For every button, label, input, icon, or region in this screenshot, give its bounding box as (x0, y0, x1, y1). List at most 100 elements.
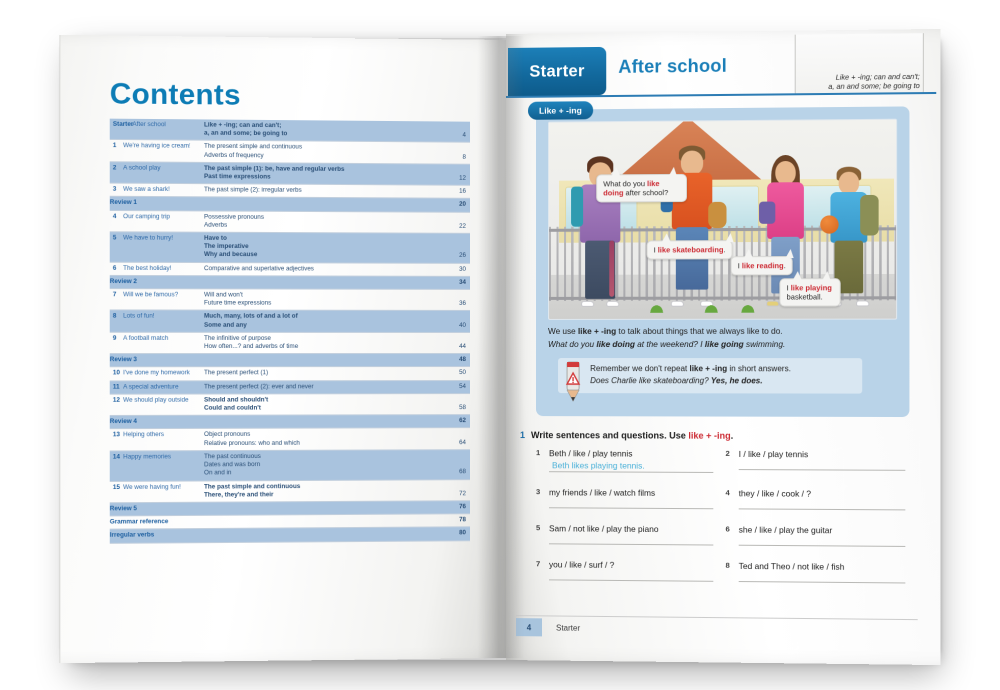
toc-page-number: 12 (459, 174, 466, 182)
page-footer: 4 Starter (506, 618, 932, 641)
toc-unit-title: Happy memories (123, 453, 172, 461)
toc-unit-title: We were having fun! (123, 483, 181, 491)
exercise-item-prompt: they / like / cook / ? (738, 488, 812, 499)
toc-grammar: Should and shouldn't Could and couldn't (204, 396, 444, 413)
toc-grammar (154, 530, 444, 540)
remember-text: Remember we don't repeat (590, 364, 690, 374)
toc-unit-title: Review 1 (109, 199, 137, 207)
bubble-highlight: like (647, 178, 660, 188)
remember-bold: like + -ing (689, 364, 728, 374)
exercise-item-number: 2 (725, 448, 730, 458)
toc-grammar (137, 278, 444, 287)
toc-row[interactable]: 14 Happy memories The past continuous Dates… (109, 450, 471, 482)
remember-line-1: Remember we don't repeat like + -ing in … (590, 363, 856, 376)
toc-unit-title: We're having ice cream! (123, 142, 191, 151)
exercise-answer-line[interactable] (738, 581, 906, 584)
toc-row[interactable]: 12 We should play outside Should and shoul… (109, 393, 471, 417)
toc-grammar (137, 503, 444, 513)
toc-grammar (137, 417, 444, 426)
toc-row[interactable]: Review 2 34 (109, 275, 471, 290)
toc-grammar: The present perfect (1) (204, 370, 444, 378)
toc-row[interactable]: Irregular verbs 80 (109, 527, 471, 544)
toc-row[interactable]: 8 Lots of fun! Much, many, lots of and a l… (109, 310, 471, 333)
toc-grammar-line: Much, many, lots of and a lot of (204, 313, 298, 321)
toc-grammar: Possessive pronouns Adverbs (204, 213, 444, 231)
unit-tab-label: Starter (529, 61, 585, 81)
toc-row[interactable]: 1 We're having ice cream! The present simp… (109, 140, 471, 165)
exercise-item[interactable]: 7 you / like / surf / ? (536, 559, 725, 582)
toc-row[interactable]: Starter After school Like + -ing; can and … (109, 118, 471, 144)
exercise-item-prompt: you / like / surf / ? (549, 559, 615, 570)
toc-row[interactable]: 7 Will we be famous? Will and won't Future … (109, 289, 471, 312)
exercise-answer-line[interactable] (738, 508, 906, 511)
grammar-summary-line-2: a, an and some; be going to (828, 80, 920, 91)
toc-grammar-line: There, they're and their (204, 490, 274, 499)
exercise-answer-line[interactable] (549, 543, 714, 546)
speech-bubble-question: What do you like doing after school? (596, 167, 687, 203)
explanation-text: We use (548, 326, 578, 336)
exercise-item-number: 5 (535, 523, 541, 533)
exercise-item[interactable]: 1 Beth / like / play tennis Beth likes pla… (536, 448, 725, 473)
toc-unit-title: Will we be famous? (123, 291, 179, 299)
exercise-item-answer[interactable]: Beth likes playing tennis. (552, 460, 645, 471)
toc-unit-number: 11 (112, 383, 120, 391)
toc-row[interactable]: 11 A special adventure The present perfect… (109, 380, 471, 395)
toc-grammar-line: The past simple (2): irregular verbs (204, 186, 302, 195)
toc-unit-number: 5 (112, 234, 117, 242)
toc-row[interactable]: 5 We have to hurry! Have to The imperative W… (109, 232, 471, 264)
toc-unit-title: The best holiday! (123, 264, 172, 272)
toc-grammar: The present simple and continuous Adverbs… (204, 143, 444, 161)
explanation-bold: like doing (596, 339, 635, 349)
exercise-item[interactable]: 4 they / like / cook / ? (725, 488, 917, 511)
toc-grammar-line: a, an and some; be going to (204, 129, 288, 138)
exercise-answer-line[interactable] (738, 544, 906, 547)
exercise-item[interactable]: 3 my friends / like / watch films (536, 487, 725, 510)
toc-row[interactable]: 2 A school play The past simple (1): be, h… (109, 162, 471, 186)
toc-row[interactable]: Review 4 62 (109, 415, 471, 430)
toc-grammar: Object pronouns Relative pronouns: who an… (204, 431, 444, 448)
toc-grammar: The past continuous Dates and was born On … (204, 452, 444, 478)
exercise-answer-line[interactable] (549, 579, 714, 582)
toc-row[interactable]: 13 Helping others Object pronouns Relative … (109, 428, 471, 452)
remember-box: Remember we don't repeat like + -ing in … (558, 358, 863, 393)
unit-header: Starter After school Like + -ing; can an… (506, 33, 932, 96)
toc-grammar-line: Why and because (204, 251, 258, 259)
exercise-item[interactable]: 8 Ted and Theo / not like / fish (725, 561, 917, 584)
toc-grammar-line: How often...? and adverbs of time (204, 342, 299, 351)
exercise-instruction: 1 Write sentences and questions. Use like… (520, 430, 733, 441)
toc-unit-title: Review 4 (109, 418, 137, 426)
right-page: Starter After school Like + -ing; can an… (506, 28, 941, 666)
exercise-instruction-text: . (730, 430, 734, 441)
toc-unit-title: Our camping trip (123, 212, 171, 221)
toc-row[interactable]: 4 Our camping trip Possessive pronouns Adve… (109, 210, 471, 234)
exercise-item[interactable]: 6 she / like / play the guitar (725, 524, 917, 547)
exercise-item[interactable]: 2 I / like / play tennis (725, 449, 917, 474)
toc-unit-number: 8 (112, 312, 117, 321)
toc-row[interactable]: Review 3 48 (109, 354, 471, 368)
toc-grammar-line: Future time expressions (204, 299, 272, 307)
explanation-bold: like going (704, 339, 744, 349)
toc-page-number: 16 (459, 187, 466, 195)
exercise-answer-line[interactable] (549, 507, 714, 510)
toc-row[interactable]: 10 I've done my homework The present perfe… (109, 367, 471, 382)
exercise-answer-line[interactable] (738, 469, 906, 471)
exercise-item[interactable]: 5 Sam / not like / play the piano (535, 523, 725, 546)
bubble-highlight: like skateboarding (657, 244, 724, 254)
exercise-item-number: 8 (725, 560, 730, 570)
toc-row[interactable]: 6 The best holiday! Comparative and superl… (109, 262, 471, 277)
toc-page-number: 40 (459, 321, 466, 329)
toc-unit-number: 10 (112, 369, 120, 377)
toc-page-number: 76 (459, 503, 466, 511)
exercise-item-prompt: Beth / like / play tennis (549, 448, 633, 459)
toc-row[interactable]: 15 We were having fun! The past simple and… (109, 479, 471, 504)
toc-grammar: Comparative and superlative adjectives (204, 265, 444, 274)
toc-row[interactable]: 9 A football match The infinitive of purpo… (109, 332, 471, 355)
toc-page-number: 4 (462, 131, 466, 139)
bubble-highlight: like playing (790, 282, 832, 292)
toc-grammar: The present perfect (2): ever and never (204, 383, 444, 392)
exercise-answer-line[interactable] (549, 471, 714, 473)
remember-text: Does Charlie like skateboarding? (590, 376, 711, 386)
toc-grammar-line: Comparative and superlative adjectives (204, 264, 314, 273)
